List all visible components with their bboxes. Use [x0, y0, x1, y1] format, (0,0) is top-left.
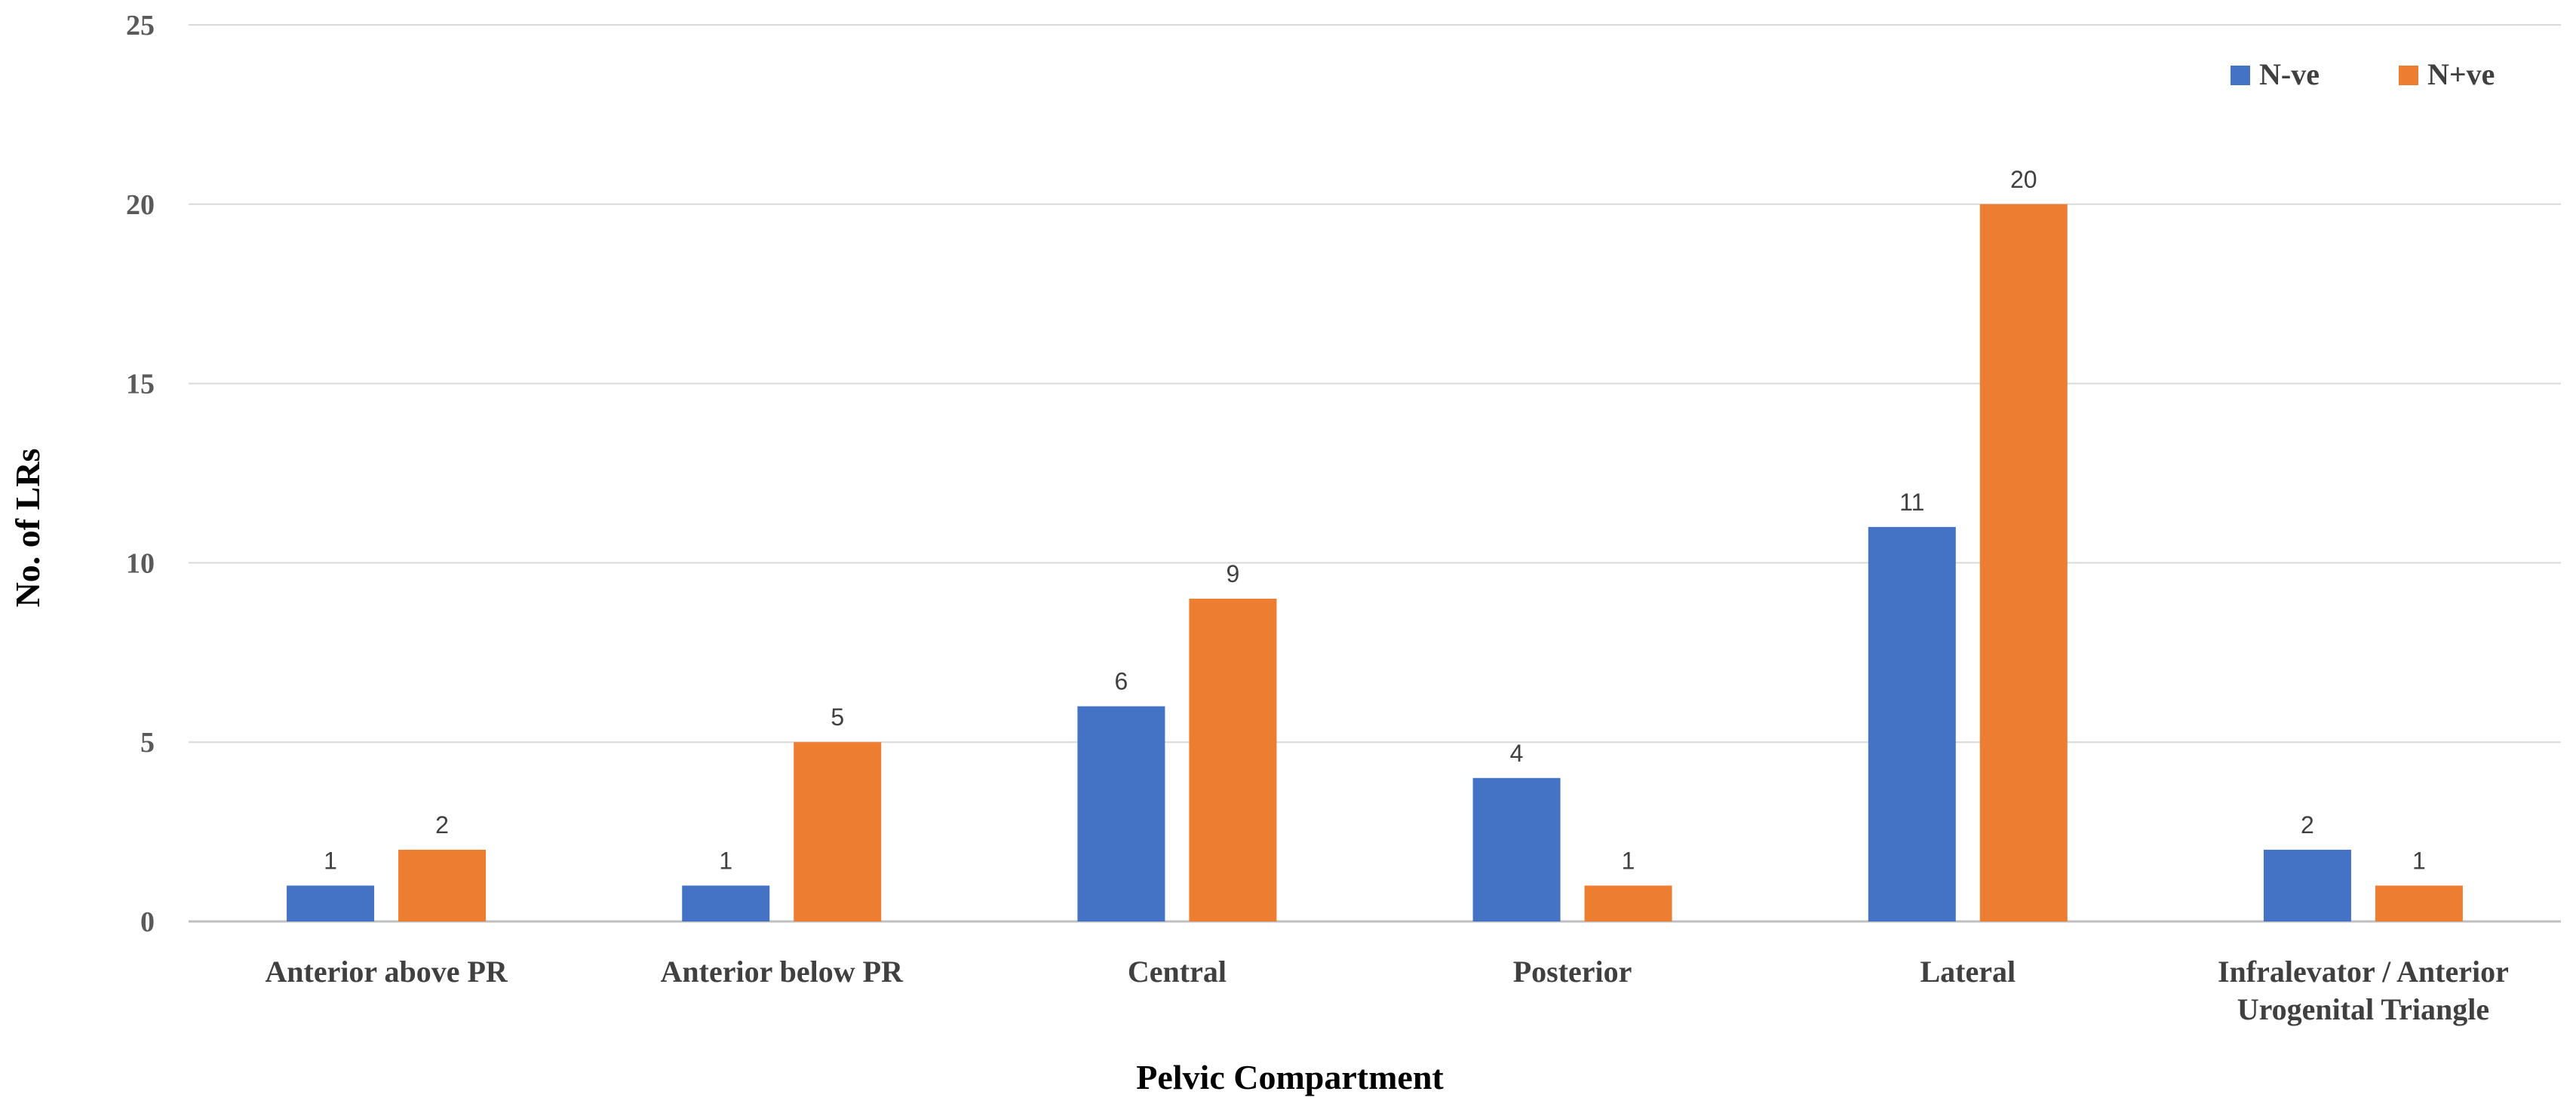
bar-n-ve-5 — [2375, 885, 2463, 921]
bar-n-ve-2 — [1077, 706, 1165, 921]
bar-n-ve-1 — [682, 885, 770, 921]
y-tick-label: 10 — [126, 547, 155, 579]
data-label: 4 — [1510, 740, 1524, 767]
x-category-label: Infralevator / Anterior — [2218, 955, 2509, 989]
x-category-label: Posterior — [1513, 955, 1632, 989]
legend-label: N+ve — [2427, 57, 2495, 91]
gridlines — [189, 24, 2561, 923]
x-category-label: Central — [1128, 955, 1227, 989]
data-label: 11 — [1899, 489, 1924, 516]
bar-n-ve-0 — [287, 885, 375, 921]
bar-n-ve-4 — [1979, 204, 2068, 921]
bar-n-ve-3 — [1584, 885, 1672, 921]
legend-label: N-ve — [2259, 57, 2320, 91]
bar-n-ve-1 — [794, 742, 882, 921]
bar-n-ve-5 — [2263, 849, 2351, 921]
data-label: 1 — [2412, 847, 2426, 874]
data-label: 20 — [2010, 166, 2037, 193]
bar-n-ve-0 — [398, 849, 487, 921]
x-category-label: Anterior above PR — [265, 955, 508, 989]
x-category-label: Anterior below PR — [661, 955, 904, 989]
data-label: 5 — [831, 704, 844, 731]
y-tick-label: 25 — [126, 10, 155, 41]
bar-n-ve-2 — [1189, 598, 1277, 921]
y-axis-title: No. of LRs — [8, 449, 47, 608]
data-label: 6 — [1115, 668, 1128, 695]
legend-swatch — [2399, 66, 2418, 85]
bar-n-ve-4 — [1868, 526, 1956, 921]
bar-n-ve-3 — [1472, 777, 1561, 921]
bars — [287, 204, 2463, 921]
data-label: 9 — [1227, 560, 1240, 587]
legend: N-ve N+ve — [2231, 57, 2495, 91]
data-label: 2 — [2301, 811, 2314, 838]
data-label: 1 — [719, 847, 732, 874]
data-label: 1 — [324, 847, 337, 874]
x-axis-title: Pelvic Compartment — [1136, 1058, 1444, 1096]
x-axis-categories: Anterior above PR Anterior below PR Centra… — [265, 955, 2508, 1026]
y-axis-ticks: 0 5 10 15 20 25 — [126, 10, 155, 938]
y-tick-label: 20 — [126, 189, 155, 221]
y-tick-label: 5 — [140, 727, 155, 759]
data-label: 1 — [1622, 847, 1635, 874]
x-category-label: Lateral — [1920, 955, 2016, 989]
y-tick-label: 15 — [126, 369, 155, 400]
y-tick-label: 0 — [140, 906, 155, 938]
data-label: 2 — [435, 811, 449, 838]
legend-swatch — [2231, 66, 2250, 85]
x-category-label: Urogenital Triangle — [2237, 992, 2489, 1026]
